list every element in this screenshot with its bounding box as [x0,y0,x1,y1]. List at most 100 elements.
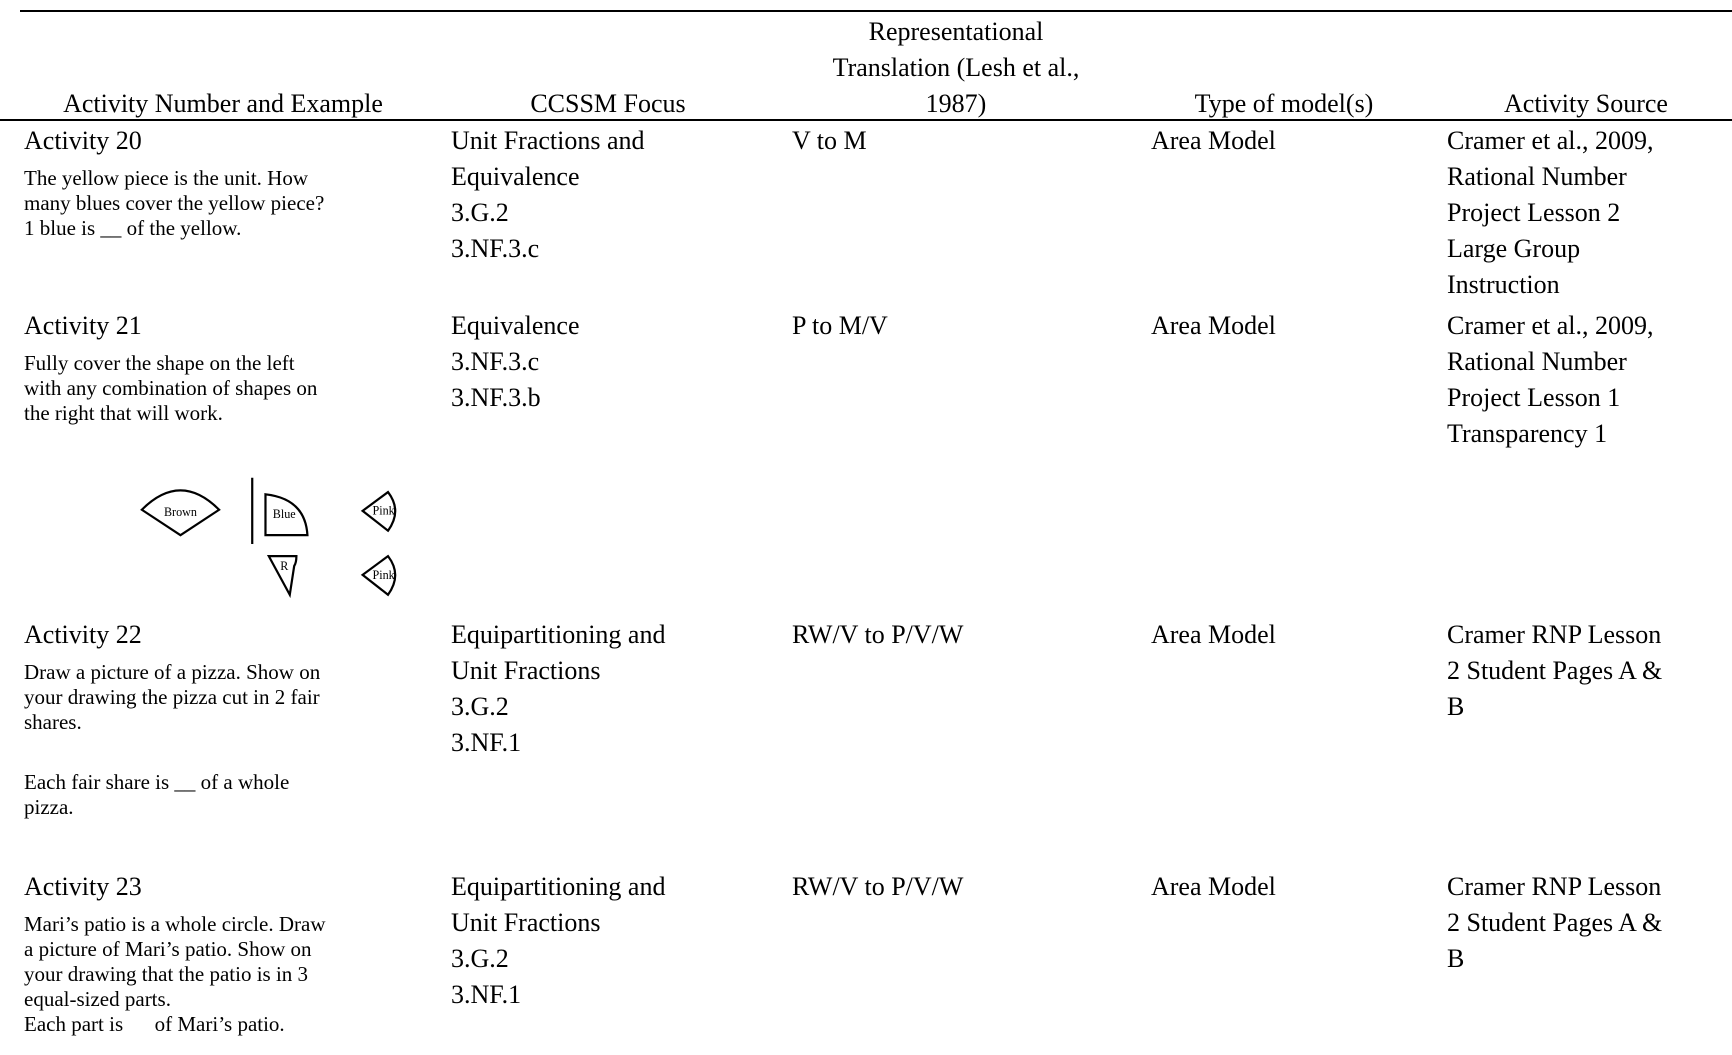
focus-line: 3.NF.1 [451,980,522,1009]
focus-cell: Equivalence 3.NF.3.c 3.NF.3.b [451,308,580,416]
model-cell: Area Model [1151,617,1276,653]
description-line: Each fair share is __ of a whole [24,770,290,794]
source-line: B [1447,692,1465,721]
source-line: Instruction [1447,270,1560,299]
focus-line: 3.G.2 [451,944,509,973]
description-line: Mari’s patio is a whole circle. Draw [24,912,326,936]
source-line: Cramer et al., 2009, [1447,311,1654,340]
header-line: Representational [868,17,1044,46]
column-header: Representational Translation (Lesh et al.… [756,14,1156,122]
header-line: CCSSM Focus [530,89,686,118]
activity-cell: Activity 20 The yellow piece is the unit.… [24,123,324,241]
header-line: Translation (Lesh et al., [832,53,1080,82]
activity-title: Activity 20 [24,126,142,155]
source-cell: Cramer RNP Lesson 2 Student Pages A & B [1447,617,1662,725]
source-cell: Cramer et al., 2009, Rational Number Proje… [1447,308,1654,452]
header-line: Type of model(s) [1194,89,1374,118]
focus-line: 3.G.2 [451,692,509,721]
focus-line: 3.NF.3.c [451,234,540,263]
description-line: with any combination of shapes on [24,376,318,400]
description-line: Draw a picture of a pizza. Show on [24,660,321,684]
column-header: CCSSM Focus [408,86,808,122]
model-line: Area Model [1151,126,1276,155]
description-line: equal-sized parts. [24,987,171,1011]
description-line: Fully cover the shape on the left [24,351,295,375]
header-line: Activity Number and Example [63,89,383,118]
source-line: Rational Number [1447,347,1627,376]
focus-line: Unit Fractions [451,908,601,937]
translation-cell: RW/V to P/V/W [792,617,963,653]
activity-cell: Activity 23 Mari’s patio is a whole circl… [24,869,326,1037]
pink-shape [360,554,397,597]
source-cell: Cramer RNP Lesson 2 Student Pages A & B [1447,869,1662,977]
focus-line: Unit Fractions and [451,126,645,155]
focus-line: 3.NF.1 [451,728,522,757]
focus-cell: Equipartitioning and Unit Fractions 3.G.2 3… [451,869,665,1013]
source-line: Transparency 1 [1447,419,1608,448]
focus-line: 3.NF.3.b [451,383,541,412]
column-header: Type of model(s) [1084,86,1484,122]
translation-cell: V to M [792,123,867,159]
model-cell: Area Model [1151,308,1276,344]
shapes-figure: Brown Blue Pink R Pink [140,477,397,599]
focus-line: Equipartitioning and [451,620,666,649]
source-line: Rational Number [1447,162,1627,191]
activity-title: Activity 21 [24,311,142,340]
description-line: The yellow piece is the unit. How [24,166,309,190]
red-shape [266,555,298,599]
translation-line: P to M/V [792,311,888,340]
translation-line: RW/V to P/V/W [792,872,964,901]
model-cell: Area Model [1151,123,1276,159]
focus-cell: Equipartitioning and Unit Fractions 3.G.2 3… [451,617,665,761]
model-line: Area Model [1151,311,1276,340]
source-line: 2 Student Pages A & [1447,908,1663,937]
source-line: Cramer RNP Lesson [1447,872,1662,901]
brown-shape [140,489,221,537]
description-line: the right that will work. [24,401,223,425]
source-cell: Cramer et al., 2009, Rational Number Proje… [1447,123,1654,303]
focus-line: 3.NF.3.c [451,347,540,376]
description-line: pizza. [24,795,74,819]
shape-label: Pink [372,568,395,582]
translation-line: V to M [792,126,867,155]
source-line: Project Lesson 1 [1447,383,1621,412]
shape-label: Brown [164,505,197,519]
top-rule [20,10,1732,12]
focus-line: Equipartitioning and [451,872,666,901]
translation-cell: P to M/V [792,308,888,344]
description-line: shares. [24,710,82,734]
header-line: 1987) [925,89,987,118]
focus-line: Equivalence [451,311,580,340]
header-rule [0,119,1732,121]
description-line: a picture of Mari’s patio. Show on [24,937,312,961]
translation-cell: RW/V to P/V/W [792,869,963,905]
shape-label: Blue [273,507,296,521]
focus-line: Unit Fractions [451,656,601,685]
column-header: Activity Source [1386,86,1732,122]
description-line: Each part is of Mari’s patio. [24,1012,285,1036]
source-line: Cramer RNP Lesson [1447,620,1662,649]
column-header: Activity Number and Example [23,86,423,122]
description-line: your drawing that the patio is in 3 [24,962,309,986]
model-line: Area Model [1151,620,1276,649]
activity-description: Each fair share is __ of a whole pizza. [24,770,320,820]
source-line: B [1447,944,1465,973]
activity-title: Activity 22 [24,620,142,649]
activity-description: Draw a picture of a pizza. Show on your d… [24,660,320,735]
activity-description: Mari’s patio is a whole circle. Draw a pi… [24,912,326,1037]
description-line: your drawing the pizza cut in 2 fair [24,685,320,709]
pink-shape [360,490,397,533]
description-line: 1 blue is __ of the yellow. [24,216,242,240]
activity-cell: Activity 21 Fully cover the shape on the … [24,308,317,426]
activity-cell: Activity 22 Draw a picture of a pizza. Sh… [24,617,320,820]
focus-cell: Unit Fractions and Equivalence 3.G.2 3.NF.3… [451,123,645,267]
model-cell: Area Model [1151,869,1276,905]
blue-shape [264,493,309,537]
source-line: Large Group [1447,234,1581,263]
shape-label: Pink [372,504,395,518]
focus-line: 3.G.2 [451,198,509,227]
source-line: Project Lesson 2 [1447,198,1621,227]
activity-description: Fully cover the shape on the left with an… [24,351,317,426]
source-line: 2 Student Pages A & [1447,656,1663,685]
